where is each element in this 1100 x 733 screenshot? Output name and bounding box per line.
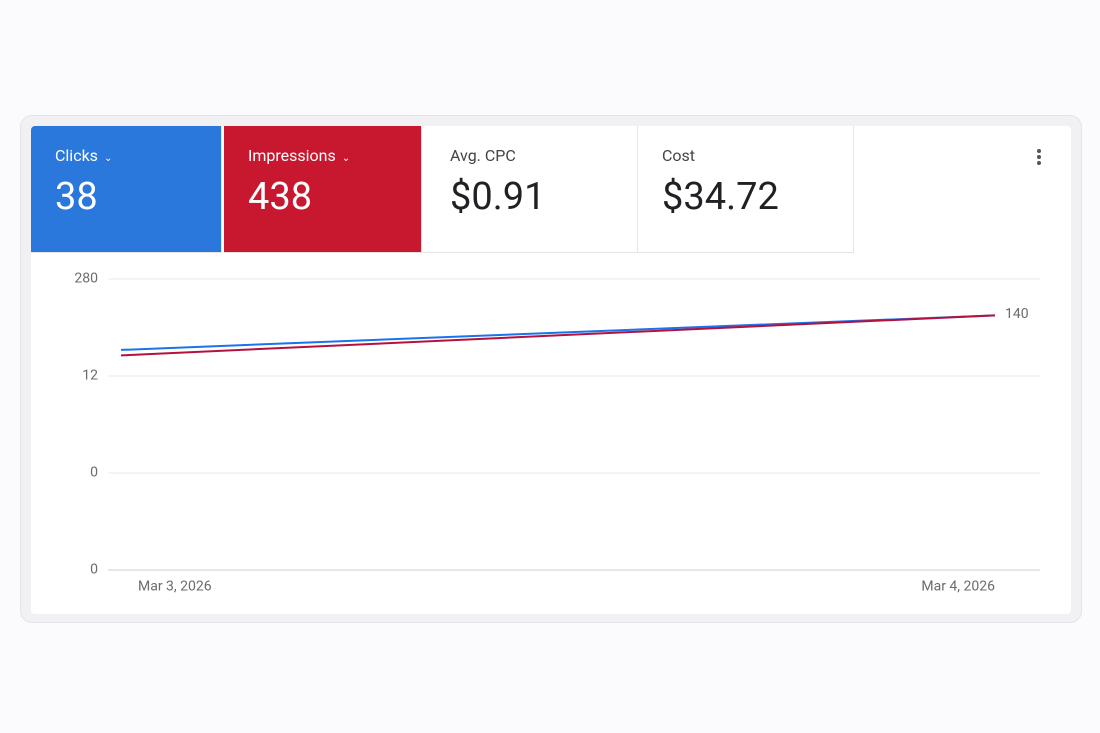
metric-value: 38	[55, 175, 98, 219]
metric-label: Cost	[662, 146, 696, 165]
series-line	[120, 314, 996, 357]
metric-value: $0.91	[450, 175, 546, 219]
y-axis-label: 0	[90, 465, 98, 481]
x-tick-label: Mar 3, 2026	[138, 579, 212, 595]
metric-label: Impressions	[248, 146, 336, 165]
metric-tile[interactable]: Clicks ⌄ 38	[31, 126, 222, 253]
y-axis-label: 12	[82, 368, 98, 384]
metric-value: 438	[248, 175, 313, 219]
x-tick-label: Mar 4, 2026	[921, 579, 995, 595]
y-axis-label: 0	[90, 562, 98, 578]
performance-card: Clicks ⌄ 38 Impressions ⌄ 438 Avg. CPC $0.…	[20, 115, 1082, 623]
metric-value: $34.72	[662, 175, 779, 219]
metric-tile[interactable]: Cost $34.72	[638, 126, 854, 253]
metric-tile[interactable]: Impressions ⌄ 438	[224, 126, 422, 253]
metric-label: Avg. CPC	[450, 146, 516, 165]
more-menu[interactable]	[1034, 148, 1044, 168]
end-value-label: 140	[1005, 306, 1029, 322]
metric-label: Clicks	[55, 146, 98, 165]
metric-tile[interactable]: Avg. CPC $0.91	[422, 126, 638, 253]
y-axis-label: 280	[74, 271, 98, 287]
card-body: Clicks ⌄ 38 Impressions ⌄ 438 Avg. CPC $0.…	[31, 126, 1071, 614]
